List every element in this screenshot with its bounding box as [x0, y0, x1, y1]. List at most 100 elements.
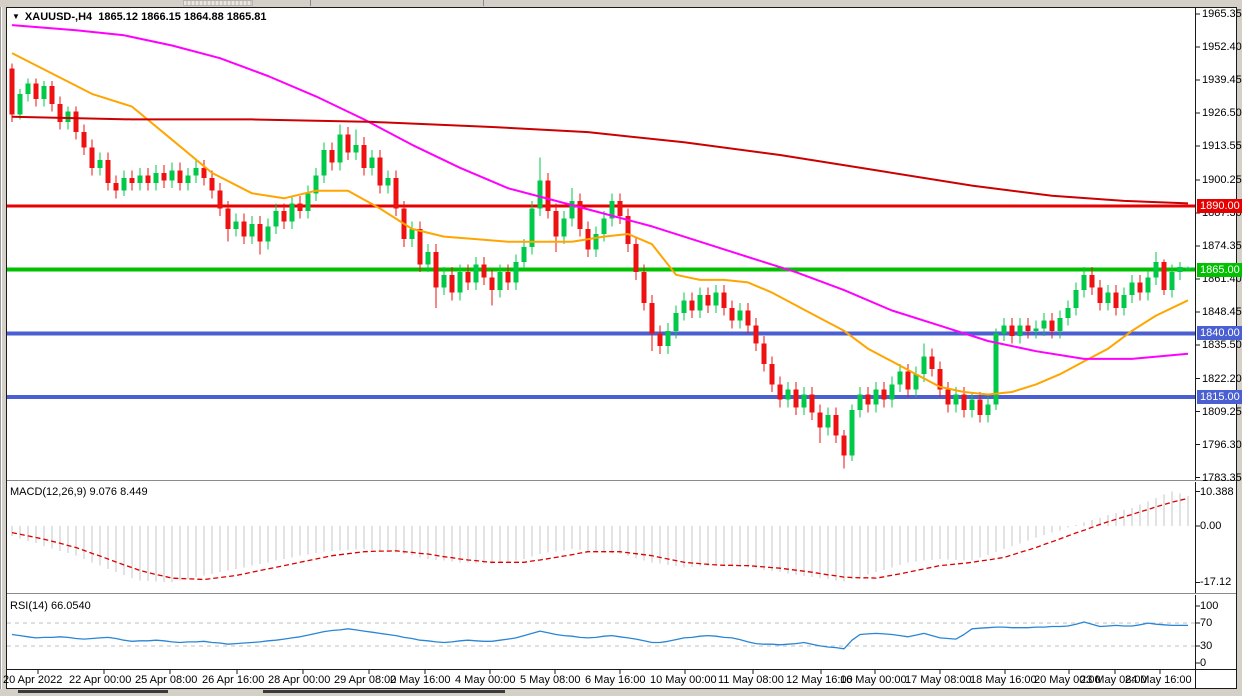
- candle-body: [545, 180, 551, 212]
- candle-body: [249, 223, 255, 237]
- time-label: 17 May 08:00: [905, 674, 972, 686]
- candle-body: [849, 409, 855, 456]
- candle-body: [713, 292, 719, 306]
- candle-body: [25, 83, 31, 94]
- candle-body: [305, 193, 311, 212]
- candle-body: [121, 177, 127, 191]
- candle-body: [489, 277, 495, 291]
- candle-body: [329, 149, 335, 163]
- chart-window[interactable]: [6, 7, 1237, 689]
- candle-body: [809, 394, 815, 413]
- candle-body: [201, 167, 207, 178]
- candle-body: [129, 177, 135, 184]
- candle-body: [977, 399, 983, 415]
- price-tick-label: 1835.50: [1202, 339, 1242, 351]
- candle-body: [1001, 325, 1007, 334]
- candle-body: [65, 111, 71, 122]
- candle-body: [1025, 325, 1031, 331]
- toolbar-remnant: [0, 0, 1242, 7]
- panel-splitter-macd-rsi[interactable]: [7, 593, 1236, 595]
- candle-body: [1169, 272, 1175, 291]
- candle-body: [1145, 277, 1151, 293]
- time-label: 5 May 08:00: [520, 674, 581, 686]
- price-tick-label: 1809.25: [1202, 406, 1242, 418]
- ohlc-values-label: 1865.12 1866.15 1864.88 1865.81: [98, 11, 267, 23]
- candle-body: [1041, 320, 1047, 329]
- candle-body: [425, 251, 431, 265]
- price-tick-label: 1900.25: [1202, 174, 1242, 186]
- time-label: 23 May 08:00: [1080, 674, 1147, 686]
- candle-body: [449, 274, 455, 293]
- price-tick-label: 1874.35: [1202, 240, 1242, 252]
- candle-body: [89, 147, 95, 168]
- candle-body: [673, 313, 679, 331]
- rsi-indicator-label: RSI(14) 66.0540: [10, 600, 91, 612]
- time-label: 16 May 00:00: [840, 674, 907, 686]
- price-badge-1815.00: 1815.00: [1197, 390, 1242, 404]
- candle-body: [641, 272, 647, 303]
- candle-body: [697, 295, 703, 311]
- candle-body: [865, 394, 871, 405]
- candle-body: [1073, 290, 1079, 308]
- time-label: 25 Apr 08:00: [135, 674, 198, 686]
- rsi-tick-label: 70: [1200, 617, 1213, 629]
- symbol-dropdown-icon[interactable]: ▼: [12, 12, 20, 21]
- candle-body: [369, 157, 375, 168]
- bottom-edge: [0, 689, 1242, 696]
- candle-body: [1177, 267, 1183, 273]
- candle-body: [889, 384, 895, 400]
- candle-body: [233, 221, 239, 229]
- candle-body: [1057, 318, 1063, 331]
- price-tick-label: 1939.45: [1202, 74, 1242, 86]
- candle-body: [169, 170, 175, 181]
- price-tick-label: 1965.35: [1202, 8, 1242, 20]
- candle-body: [1009, 325, 1015, 336]
- candle-body: [409, 228, 415, 240]
- candle-body: [297, 203, 303, 212]
- candle-body: [561, 218, 567, 237]
- macd-tick-label: 0.00: [1200, 520, 1222, 532]
- candle-body: [161, 172, 167, 181]
- panel-splitter-main-macd[interactable]: [7, 480, 1236, 482]
- price-tick-label: 1822.20: [1202, 373, 1242, 385]
- time-label: 18 May 16:00: [970, 674, 1037, 686]
- scrollbar-thumb[interactable]: [183, 0, 253, 6]
- time-label: 29 Apr 08:00: [334, 674, 397, 686]
- candle-body: [817, 412, 823, 428]
- macd-panel: [11, 491, 1189, 583]
- candle-body: [513, 262, 519, 283]
- window-left-frame: [0, 7, 7, 689]
- time-label: 11 May 08:00: [718, 674, 784, 686]
- candle-body: [897, 371, 903, 385]
- price-badge-1865.00: 1865.00: [1197, 263, 1242, 277]
- candle-body: [913, 374, 919, 390]
- candle-body: [1049, 320, 1055, 331]
- candle-body: [609, 200, 615, 219]
- candle-body: [521, 246, 527, 263]
- candle-body: [1105, 292, 1111, 303]
- candle-body: [705, 295, 711, 306]
- macd-current-values: 9.076 8.449: [89, 486, 148, 498]
- candle-body: [433, 251, 439, 288]
- time-label: 12 May 16:00: [786, 674, 853, 686]
- rsi-line: [11, 621, 1188, 650]
- candle-body: [801, 394, 807, 408]
- candle-body: [81, 132, 87, 148]
- candle-body: [457, 272, 463, 293]
- candle-body: [33, 83, 39, 99]
- candle-body: [929, 356, 935, 370]
- candle-body: [961, 394, 967, 410]
- candle-body: [393, 177, 399, 209]
- candle-body: [793, 389, 799, 408]
- price-tick-label: 1926.50: [1202, 107, 1242, 119]
- candle-body: [73, 111, 79, 133]
- candle-body: [737, 310, 743, 321]
- candle-body: [1153, 262, 1159, 278]
- candle-body: [57, 104, 63, 122]
- price-badge-1890.00: 1890.00: [1197, 199, 1242, 213]
- horizontal-level-lines[interactable]: [7, 204, 1195, 400]
- toolbar-separator: [483, 0, 484, 6]
- candle-body: [881, 389, 887, 400]
